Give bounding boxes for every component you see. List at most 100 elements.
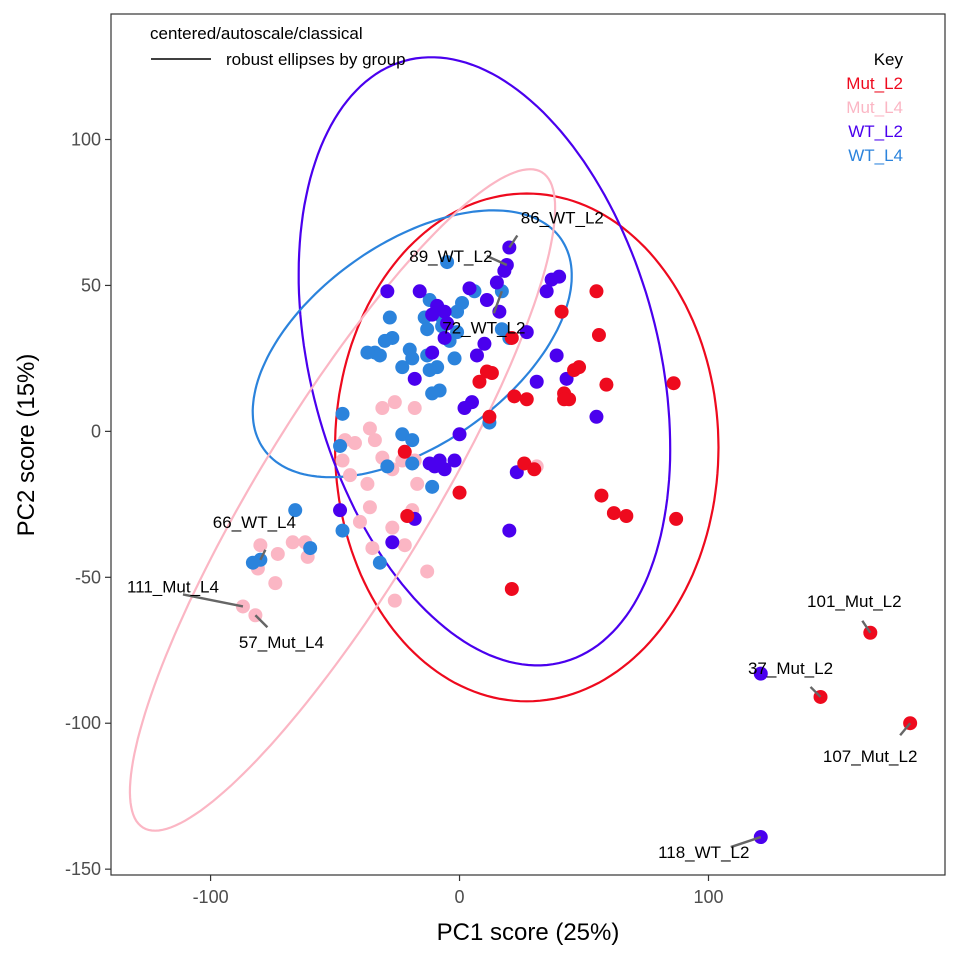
- point-wt-l2: [407, 371, 422, 386]
- ellipse-layer: [128, 56, 720, 832]
- point-mut-l2: [619, 509, 634, 524]
- label-leader-line: [492, 290, 503, 314]
- point-wt-l4: [425, 386, 440, 401]
- point-wt-l2: [440, 316, 455, 331]
- point-wt-l2: [552, 269, 567, 284]
- point-wt-l2: [753, 666, 768, 681]
- point-mut-l2: [589, 284, 604, 299]
- point-wt-l4: [450, 304, 465, 319]
- point-mut-l4: [397, 538, 412, 553]
- point-label: 107_Mut_L2: [823, 747, 918, 766]
- point-wt-l2: [452, 427, 467, 442]
- point-mut-l2: [400, 509, 415, 524]
- point-label: 72_WT_L2: [442, 318, 525, 337]
- point-mut-l2: [472, 374, 487, 389]
- point-mut-l4: [387, 395, 402, 410]
- point-mut-l4: [360, 476, 375, 491]
- point-mut-l4: [365, 541, 380, 556]
- point-mut-l4: [335, 453, 350, 468]
- points-layer: [235, 240, 918, 845]
- point-wt-l2: [469, 348, 484, 363]
- point-wt-l2: [437, 462, 452, 477]
- point-mut-l4: [362, 500, 377, 515]
- point-wt-l4: [360, 345, 375, 360]
- point-label: 37_Mut_L2: [748, 659, 833, 678]
- point-wt-l2: [462, 281, 477, 296]
- ellipse-mut-l4: [128, 168, 557, 832]
- point-wt-l4: [372, 348, 387, 363]
- point-wt-l2: [502, 523, 517, 538]
- point-mut-l2: [452, 485, 467, 500]
- point-mut-l2: [606, 506, 621, 521]
- point-mut-l4: [375, 401, 390, 416]
- y-tick-label: 0: [91, 421, 101, 441]
- point-wt-l2: [529, 374, 544, 389]
- point-mut-l2: [554, 304, 569, 319]
- point-wt-l2: [477, 336, 492, 351]
- point-mut-l4: [342, 468, 357, 483]
- point-mut-l2: [594, 488, 609, 503]
- point-wt-l4: [422, 363, 437, 378]
- point-wt-l2: [333, 503, 348, 518]
- annotation-title: centered/autoscale/classical: [150, 24, 363, 43]
- y-tick-label: -150: [65, 859, 101, 879]
- point-wt-l4: [288, 503, 303, 518]
- label-leader-line: [730, 835, 762, 849]
- axes-layer: -100 0 100 -150 -100 -50 0 50 100: [65, 130, 724, 907]
- point-wt-l4: [245, 555, 260, 570]
- x-tick-label: -100: [193, 887, 229, 907]
- point-mut-l2: [599, 377, 614, 392]
- legend-title: Key: [874, 50, 904, 69]
- point-mut-l4: [347, 436, 362, 451]
- y-axis-title: PC2 score (15%): [13, 354, 40, 537]
- point-wt-l2: [549, 348, 564, 363]
- point-mut-l4: [362, 421, 377, 436]
- legend-entry-wt-l4: WT_L4: [848, 146, 903, 165]
- point-wt-l2: [539, 284, 554, 299]
- point-wt-l2: [385, 535, 400, 550]
- point-label: 57_Mut_L4: [239, 633, 324, 652]
- point-wt-l4: [405, 433, 420, 448]
- label-leader-line: [508, 234, 519, 249]
- point-wt-l2: [489, 275, 504, 290]
- point-wt-l2: [519, 325, 534, 340]
- point-wt-l2: [380, 284, 395, 299]
- point-mut-l4: [268, 576, 283, 591]
- point-wt-l4: [335, 523, 350, 538]
- ellipse-wt-l2: [297, 56, 672, 667]
- point-wt-l2: [589, 409, 604, 424]
- point-mut-l2: [669, 511, 684, 526]
- point-wt-l4: [377, 333, 392, 348]
- legend: Key Mut_L2 Mut_L4 WT_L2 WT_L4: [846, 50, 903, 165]
- point-mut-l2: [504, 581, 519, 596]
- point-wt-l4: [382, 310, 397, 325]
- point-mut-l4: [352, 514, 367, 529]
- point-mut-l2: [591, 328, 606, 343]
- point-mut-l2: [666, 376, 681, 391]
- legend-entry-mut-l2: Mut_L2: [846, 74, 903, 93]
- point-wt-l4: [303, 541, 318, 556]
- point-label: 118_WT_L2: [658, 843, 749, 862]
- point-label: 66_WT_L4: [213, 513, 296, 532]
- point-wt-l4: [440, 255, 455, 270]
- point-mut-l4: [407, 401, 422, 416]
- legend-entry-mut-l4: Mut_L4: [846, 98, 903, 117]
- point-wt-l4: [380, 459, 395, 474]
- point-label: 86_WT_L2: [521, 208, 604, 227]
- point-mut-l4: [270, 546, 285, 561]
- point-mut-l4: [410, 476, 425, 491]
- y-tick-label: -100: [65, 713, 101, 733]
- point-wt-l2: [464, 395, 479, 410]
- label-leader-line: [259, 549, 267, 561]
- plot-panel-border: [110, 13, 946, 876]
- x-tick-label: 100: [693, 887, 723, 907]
- point-label-layer: 86_WT_L2 89_WT_L2 72_WT_L2 66_WT_L4 111_Mut_…: [127, 208, 917, 862]
- y-tick-label: 100: [71, 130, 101, 150]
- point-wt-l2: [447, 453, 462, 468]
- point-wt-l4: [335, 406, 350, 421]
- point-mut-l2: [484, 365, 499, 380]
- label-leader-line: [182, 593, 244, 608]
- point-mut-l4: [253, 538, 268, 553]
- point-mut-l2: [507, 389, 522, 404]
